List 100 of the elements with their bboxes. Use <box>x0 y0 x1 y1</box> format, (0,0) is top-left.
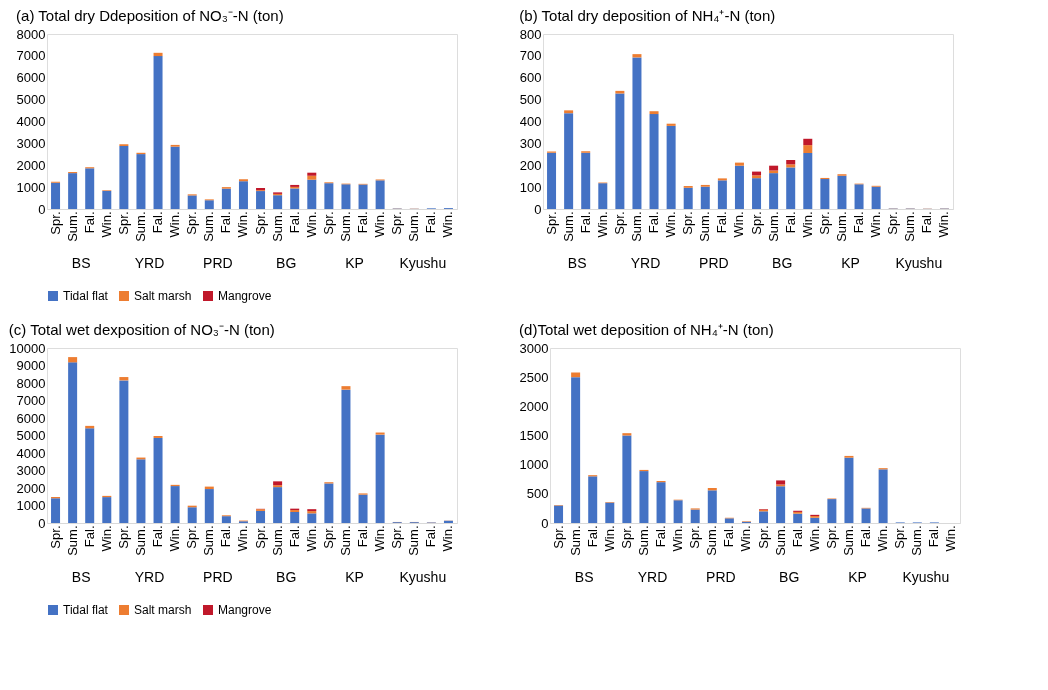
text: KP <box>841 255 860 271</box>
y-tick-label: 4000 <box>16 445 46 461</box>
x-tick-label: Sum. <box>64 525 80 556</box>
y-tick-label: 700 <box>519 48 542 64</box>
y-tick-label: 100 <box>519 179 542 195</box>
text: Kyushu <box>399 569 447 585</box>
x-tick-label: Spr. <box>687 525 703 549</box>
x-tick-label: Sum. <box>201 525 217 556</box>
y-tick-label: 0 <box>534 201 542 217</box>
x-tick-label: Spr. <box>184 211 200 235</box>
x-tick-label: Win. <box>875 525 891 552</box>
x-tick-label: Sum. <box>628 211 644 242</box>
y-tick-label: 10000 <box>9 340 46 356</box>
x-tick-label: Win. <box>372 211 388 238</box>
x-tick-label: Sum. <box>765 211 781 242</box>
x-tick-label: Sum. <box>635 525 651 556</box>
x-tick-label: Sum. <box>132 525 148 556</box>
y-tick-label: 9000 <box>16 358 46 373</box>
x-tick-label: Win. <box>235 525 251 552</box>
x-tick-label: Sum. <box>560 211 576 242</box>
x-tick-label: Fal. <box>858 525 874 548</box>
y-tick-label: 0 <box>541 515 549 531</box>
x-tick-label: Spr. <box>885 211 901 235</box>
y-tick-label: 7000 <box>16 393 46 408</box>
y-tick-label: 1000 <box>16 179 46 195</box>
x-tick-label: Spr. <box>47 211 63 235</box>
x-tick-label: Win. <box>799 211 815 238</box>
x-tick-label: Win. <box>167 211 183 238</box>
y-tick-label: 2000 <box>519 398 549 414</box>
x-tick-label: Win. <box>868 211 884 238</box>
y-tick-label: 800 <box>519 26 542 42</box>
x-tick-label: Sum. <box>64 211 80 242</box>
x-tick-label: Fal. <box>577 211 593 234</box>
x-tick-label: Spr. <box>184 525 200 549</box>
x-tick-label: Win. <box>167 525 183 552</box>
y-tick-label: 1000 <box>519 457 549 473</box>
x-tick-label: Win. <box>738 525 754 552</box>
text: BG <box>772 255 793 271</box>
y-tick-label: 7000 <box>16 48 46 64</box>
y-tick-label: 500 <box>519 92 542 108</box>
x-tick-label: Win. <box>670 525 686 552</box>
x-tick-label: Spr. <box>115 525 131 549</box>
y-tick-label: 0 <box>38 201 46 217</box>
text: BS <box>71 569 91 585</box>
x-tick-label: Fal. <box>355 211 371 234</box>
chart-title: (b) Total dry deposition of NH₄⁺-N (ton) <box>519 7 776 24</box>
x-tick-label: Fal. <box>81 525 97 548</box>
x-tick-label: Win. <box>303 525 319 552</box>
x-tick-label: Fal. <box>851 211 867 234</box>
text: YRD <box>134 569 165 585</box>
x-tick-label: Fal. <box>653 525 669 548</box>
text: BG <box>276 255 297 271</box>
x-tick-label: Win. <box>372 525 388 552</box>
x-tick-label: Win. <box>98 211 114 238</box>
x-tick-label: Win. <box>943 525 959 552</box>
x-tick-label: Sum. <box>132 211 148 242</box>
x-tick-label: Spr. <box>543 211 559 235</box>
y-tick-label: 3000 <box>16 463 46 478</box>
y-tick-label: 600 <box>519 70 542 86</box>
y-tick-label: 3000 <box>519 340 549 356</box>
x-tick-label: Sum. <box>909 525 925 556</box>
text: PRD <box>706 569 736 585</box>
x-tick-label: Fal. <box>423 211 439 234</box>
text: PRD <box>203 569 233 585</box>
x-tick-label: Fal. <box>81 211 97 234</box>
x-tick-label: Spr. <box>47 525 63 549</box>
x-tick-label: Sum. <box>697 211 713 242</box>
x-tick-label: Spr. <box>892 525 908 549</box>
x-tick-label: Spr. <box>748 211 764 235</box>
x-tick-label: Sum. <box>704 525 720 556</box>
y-tick-label: 300 <box>519 135 542 151</box>
x-tick-label: Win. <box>663 211 679 238</box>
text: Kyushu <box>399 255 447 271</box>
legend-label: Mangrove <box>218 603 272 617</box>
y-tick-label: 0 <box>38 515 46 531</box>
text: BS <box>574 569 594 585</box>
x-tick-label: Win. <box>601 525 617 552</box>
x-tick-label: Sum. <box>772 525 788 556</box>
x-tick-label: Win. <box>594 211 610 238</box>
x-tick-label: Spr. <box>550 525 566 549</box>
text: BS <box>71 255 91 271</box>
x-tick-label: Fal. <box>714 211 730 234</box>
x-tick-label: Win. <box>731 211 747 238</box>
text: Kyushu <box>895 255 943 271</box>
x-tick-label: Spr. <box>115 211 131 235</box>
x-tick-label: Sum. <box>406 525 422 556</box>
x-tick-label: Sum. <box>337 211 353 242</box>
x-tick-label: Win. <box>440 525 456 552</box>
x-tick-label: Fal. <box>286 211 302 234</box>
chart-title: (a) Total dry Ddeposition of NO₃⁻-N (ton) <box>16 7 284 24</box>
y-tick-label: 2500 <box>519 369 549 385</box>
x-tick-label: Spr. <box>816 211 832 235</box>
x-tick-label: Fal. <box>646 211 662 234</box>
y-tick-label: 2000 <box>16 480 46 496</box>
x-tick-label: Sum. <box>337 525 353 556</box>
x-tick-label: Fal. <box>150 211 166 234</box>
y-tick-label: 8000 <box>16 26 46 42</box>
text: BG <box>779 569 800 585</box>
text: KP <box>848 569 867 585</box>
text: Kyushu <box>902 569 950 585</box>
